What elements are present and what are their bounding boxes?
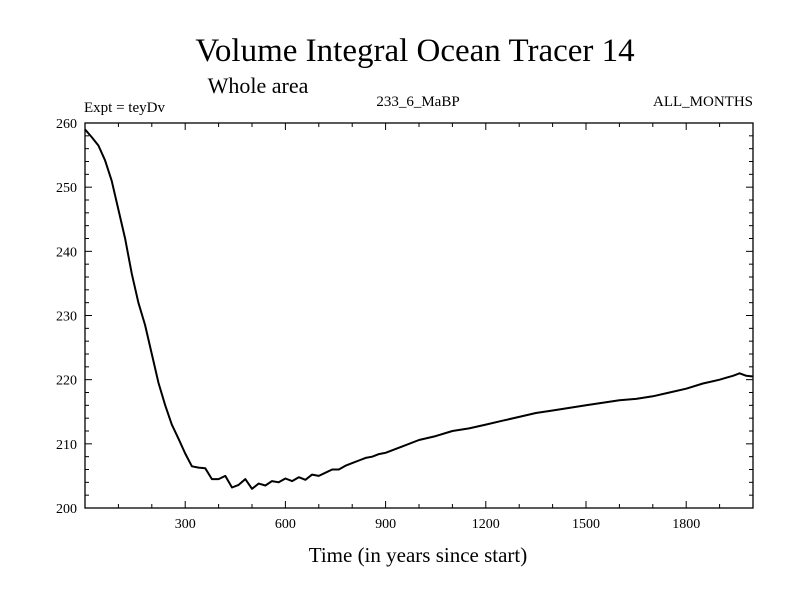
y-tick-label: 230 (56, 310, 77, 325)
x-axis: 300 600 900 1200 1500 1800 (117, 123, 721, 532)
season-label: ALL_MONTHS (653, 94, 753, 110)
y-tick-label: 210 (56, 438, 77, 453)
x-axis-label: Time (in years since start) (309, 543, 528, 567)
y-tick-label: 250 (56, 181, 77, 196)
chart-subtitle: Whole area (208, 73, 309, 98)
run-label: 233_6_MaBP (376, 94, 459, 110)
x-tick-label: 900 (375, 517, 396, 532)
y-tick-label: 260 (56, 117, 77, 132)
y-axis: 200 210 220 230 240 250 260 (56, 117, 753, 517)
y-tick-label: 200 (56, 502, 77, 517)
x-tick-label: 1200 (472, 517, 500, 532)
y-tick-label: 220 (56, 374, 77, 389)
x-tick-label: 600 (275, 517, 296, 532)
x-tick-label: 1800 (672, 517, 700, 532)
y-tick-label: 240 (56, 245, 77, 260)
plot-frame (84, 122, 754, 509)
x-tick-label: 300 (175, 517, 196, 532)
series-line (84, 128, 754, 490)
chart-title: Volume Integral Ocean Tracer 14 (195, 33, 634, 69)
x-tick-label: 1500 (572, 517, 600, 532)
experiment-label: Expt = teyDv (84, 100, 165, 116)
series-layer (84, 128, 754, 490)
